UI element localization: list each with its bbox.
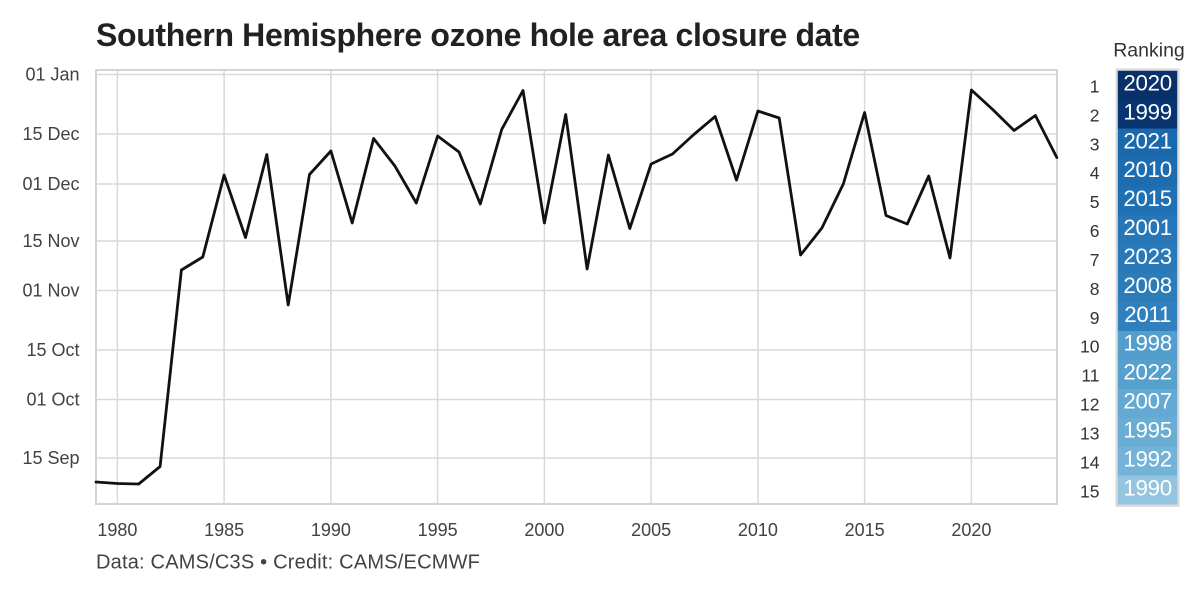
svg-text:3: 3 [1090, 134, 1100, 154]
svg-text:1990: 1990 [1123, 475, 1171, 500]
svg-text:8: 8 [1090, 279, 1100, 299]
svg-text:Ranking: Ranking [1113, 39, 1185, 61]
svg-text:13: 13 [1080, 424, 1099, 444]
svg-text:2005: 2005 [631, 520, 671, 540]
svg-text:2000: 2000 [524, 520, 564, 540]
svg-text:1990: 1990 [311, 520, 351, 540]
svg-text:4: 4 [1090, 163, 1100, 183]
svg-text:1992: 1992 [1123, 446, 1171, 471]
svg-text:01 Oct: 01 Oct [26, 390, 79, 410]
svg-text:6: 6 [1090, 221, 1100, 241]
svg-text:2023: 2023 [1123, 244, 1171, 269]
svg-text:2022: 2022 [1123, 360, 1171, 385]
svg-text:2015: 2015 [845, 520, 885, 540]
svg-text:9: 9 [1090, 308, 1100, 328]
svg-text:11: 11 [1081, 366, 1099, 386]
svg-text:2010: 2010 [1123, 157, 1171, 182]
svg-text:15: 15 [1080, 481, 1099, 501]
svg-text:14: 14 [1080, 452, 1100, 472]
svg-text:1985: 1985 [204, 520, 244, 540]
svg-text:1999: 1999 [1123, 99, 1171, 124]
svg-text:2007: 2007 [1123, 389, 1171, 414]
svg-text:1995: 1995 [1123, 418, 1171, 443]
svg-text:7: 7 [1090, 250, 1100, 270]
svg-text:2: 2 [1090, 105, 1100, 125]
svg-text:2015: 2015 [1123, 186, 1171, 211]
svg-text:15 Sep: 15 Sep [22, 448, 79, 468]
svg-text:01 Jan: 01 Jan [25, 65, 79, 85]
svg-text:12: 12 [1080, 395, 1099, 415]
svg-text:01 Dec: 01 Dec [22, 174, 79, 194]
svg-text:5: 5 [1090, 192, 1100, 212]
svg-text:2008: 2008 [1123, 273, 1171, 298]
svg-text:15 Nov: 15 Nov [22, 231, 79, 251]
svg-text:Data: CAMS/C3S • Credit: CAMS/: Data: CAMS/C3S • Credit: CAMS/ECMWF [96, 552, 480, 574]
svg-text:2010: 2010 [738, 520, 778, 540]
svg-text:15 Oct: 15 Oct [26, 340, 79, 360]
svg-text:2011: 2011 [1124, 302, 1171, 327]
svg-text:1980: 1980 [97, 520, 137, 540]
svg-text:2020: 2020 [951, 520, 991, 540]
svg-text:10: 10 [1080, 337, 1100, 357]
svg-text:Southern Hemisphere ozone hole: Southern Hemisphere ozone hole area clos… [96, 17, 860, 53]
svg-text:1995: 1995 [418, 520, 458, 540]
svg-text:1: 1 [1090, 77, 1100, 97]
svg-text:1998: 1998 [1123, 331, 1171, 356]
svg-text:15 Dec: 15 Dec [22, 124, 79, 144]
svg-text:01 Nov: 01 Nov [22, 281, 79, 301]
svg-text:2021: 2021 [1123, 128, 1171, 153]
svg-text:2001: 2001 [1123, 215, 1171, 240]
svg-text:2020: 2020 [1123, 71, 1171, 96]
